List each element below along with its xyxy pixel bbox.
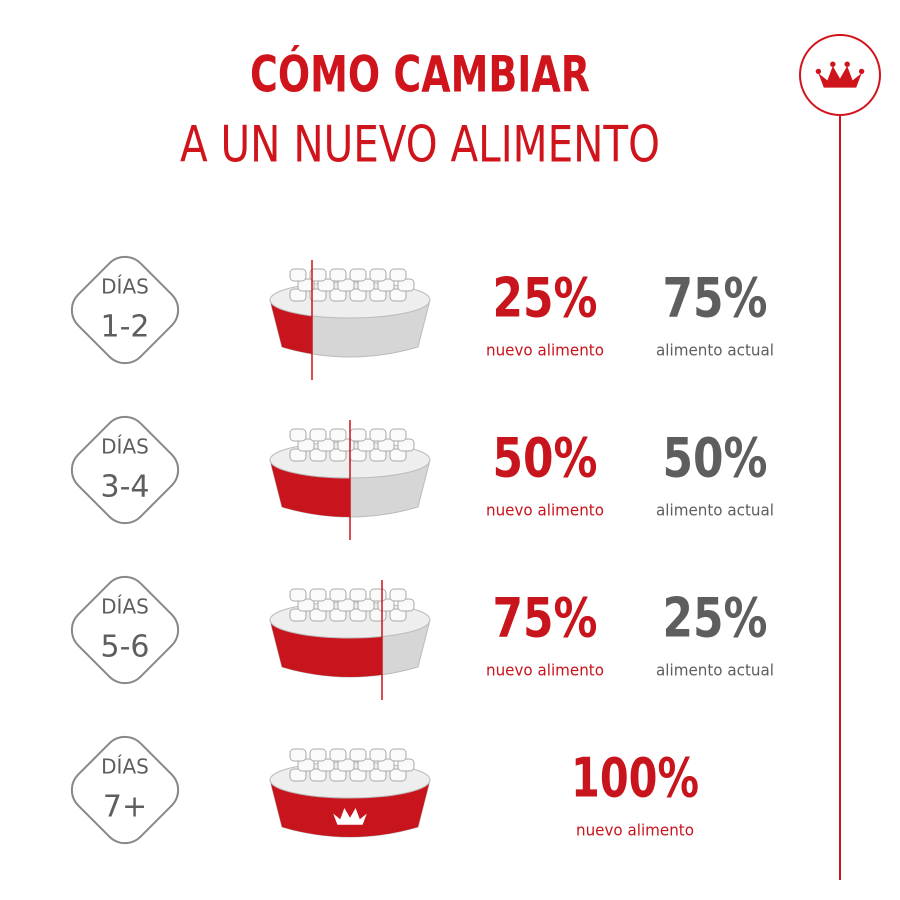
current-percent: 50% <box>663 427 768 490</box>
kibble <box>349 588 367 602</box>
days-range: 3-4 <box>101 470 150 505</box>
kibble <box>389 268 407 282</box>
new-label: nuevo alimento <box>486 501 604 520</box>
current-percent: 75% <box>663 267 768 330</box>
kibble <box>349 748 367 762</box>
kibble <box>329 268 347 282</box>
days-range: 7+ <box>103 790 147 825</box>
kibble <box>389 748 407 762</box>
new-percent: 100% <box>571 747 699 810</box>
logo-circle <box>799 34 881 116</box>
kibble <box>369 748 387 762</box>
current-percent: 25% <box>663 587 768 650</box>
title-line2: A UN NUEVO ALIMENTO <box>180 116 660 174</box>
kibble <box>289 268 307 282</box>
kibble <box>329 428 347 442</box>
kibble <box>329 748 347 762</box>
kibble <box>289 588 307 602</box>
kibble <box>289 748 307 762</box>
days-range: 1-2 <box>101 310 150 345</box>
days-label: DÍAS <box>101 275 149 299</box>
kibble <box>329 588 347 602</box>
kibble <box>349 428 367 442</box>
day-badge <box>70 735 180 845</box>
new-label: nuevo alimento <box>486 341 604 360</box>
day-badge <box>70 255 180 365</box>
crown-shape <box>333 808 367 825</box>
new-label: nuevo alimento <box>576 821 694 840</box>
days-label: DÍAS <box>101 595 149 619</box>
kibble <box>309 748 327 762</box>
kibble <box>309 428 327 442</box>
kibble <box>369 428 387 442</box>
days-range: 5-6 <box>101 630 150 665</box>
kibble <box>369 268 387 282</box>
current-label: alimento actual <box>656 501 774 520</box>
kibble <box>389 428 407 442</box>
day-badge <box>70 415 180 525</box>
new-label: nuevo alimento <box>486 661 604 680</box>
current-label: alimento actual <box>656 341 774 360</box>
kibble <box>349 268 367 282</box>
kibble <box>369 588 387 602</box>
new-percent: 25% <box>493 267 598 330</box>
kibble <box>309 588 327 602</box>
new-percent: 50% <box>493 427 598 490</box>
kibble <box>389 588 407 602</box>
days-label: DÍAS <box>101 755 149 779</box>
kibble <box>309 268 327 282</box>
title-line1: CÓMO CAMBIAR <box>250 45 590 104</box>
bowl-crown <box>333 808 367 825</box>
day-badge <box>70 575 180 685</box>
days-label: DÍAS <box>101 435 149 459</box>
current-label: alimento actual <box>656 661 774 680</box>
kibble <box>289 428 307 442</box>
logo-crown <box>815 61 865 88</box>
new-percent: 75% <box>493 587 598 650</box>
